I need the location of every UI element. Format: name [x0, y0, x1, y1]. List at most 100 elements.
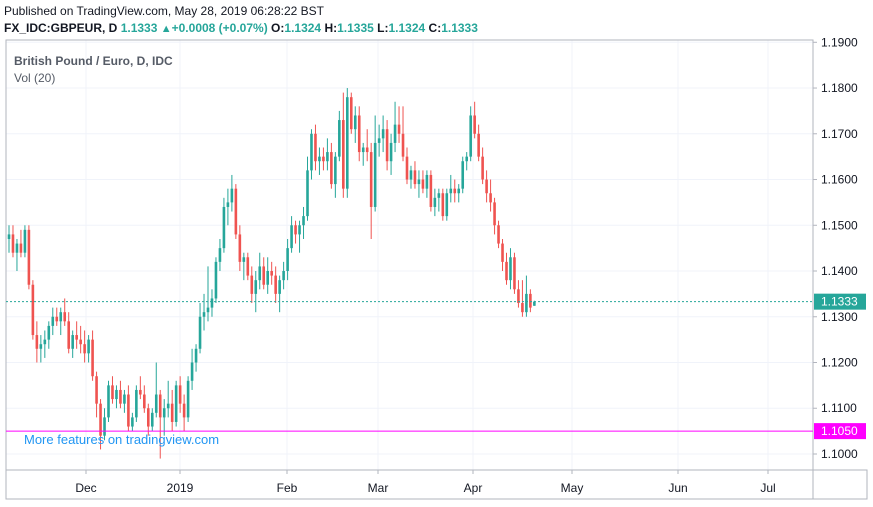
candle-body: [143, 394, 146, 409]
candle-down: [99, 399, 102, 450]
candle-up: [214, 257, 218, 304]
candle-up: [123, 389, 126, 413]
candle-body: [322, 156, 325, 162]
candle-down: [246, 252, 250, 281]
candle-down: [31, 280, 35, 340]
candle-up: [87, 335, 90, 363]
time-tick-label: Jun: [668, 481, 687, 495]
candle-up: [51, 307, 55, 336]
candle-up: [373, 115, 377, 212]
candle-up: [282, 261, 285, 290]
candle-body: [469, 115, 472, 157]
candle-body: [147, 408, 150, 427]
candle-down: [119, 380, 122, 409]
candle-down: [83, 330, 86, 363]
candle-body: [353, 115, 357, 130]
candle-body: [357, 115, 361, 153]
candle-up: [150, 408, 154, 432]
time-tick-label: 2019: [167, 481, 194, 495]
candle-body: [150, 412, 154, 427]
candle-down: [473, 101, 476, 139]
candle-up: [190, 348, 194, 390]
low-label: L:: [377, 21, 389, 35]
candle-body: [437, 193, 441, 198]
price-axis[interactable]: 1.1900 1.1800 1.1700 1.1600 1.1500 1.1400 1.13…: [813, 35, 858, 461]
candle-up: [437, 188, 441, 212]
low-value: 1.1324: [388, 21, 426, 35]
candle-up: [469, 106, 472, 162]
candle-up: [198, 303, 202, 354]
candle-body: [190, 362, 194, 381]
high-value: 1.1335: [337, 21, 374, 35]
current-price-badge: [814, 293, 866, 310]
candle-body: [135, 389, 138, 418]
candle-up: [302, 206, 305, 239]
candle-down: [262, 257, 266, 290]
candle-body: [67, 321, 70, 349]
candle-down: [158, 389, 162, 459]
candle-down: [314, 124, 317, 171]
time-axis[interactable]: Dec 2019 Feb Mar Apr May Jun Jul: [75, 470, 776, 495]
candle-down: [357, 106, 361, 162]
candle-body: [361, 147, 365, 153]
candle-down: [477, 124, 480, 162]
watermark-link[interactable]: More features on tradingview.com: [24, 432, 219, 447]
price-tick-label: 1.1700: [821, 127, 858, 141]
candle-down: [322, 147, 325, 171]
candle-body: [401, 133, 405, 157]
candle-body: [63, 312, 67, 322]
candle-up: [461, 156, 465, 194]
candle-down: [250, 266, 254, 304]
candle-up: [338, 110, 341, 162]
candle-up: [393, 101, 397, 153]
candle-up: [425, 170, 429, 198]
candle-up: [449, 174, 453, 203]
candle-body: [23, 229, 27, 253]
candle-down: [385, 120, 389, 171]
candle-up: [226, 188, 230, 226]
candle-down: [27, 225, 31, 290]
candle-up: [334, 152, 337, 198]
candle-down: [517, 280, 520, 308]
candle-body: [314, 133, 317, 162]
grid-lines: [6, 40, 813, 470]
open-value: 1.1324: [284, 21, 322, 35]
candle-body: [246, 257, 250, 276]
candle-up: [115, 385, 118, 409]
candle-body: [318, 156, 321, 162]
candle-body: [214, 261, 218, 299]
time-tick-label: Dec: [75, 481, 96, 495]
candle-body: [310, 133, 313, 171]
candle-body: [461, 161, 465, 189]
candle-up: [278, 275, 281, 313]
candle-body: [481, 156, 484, 180]
candle-down: [481, 147, 484, 185]
candle-body: [107, 385, 110, 418]
candle-body: [521, 303, 524, 313]
candle-body: [513, 257, 516, 290]
candle-up: [417, 170, 421, 198]
support-price-badge: [814, 423, 866, 440]
price-tick-label: 1.1800: [821, 81, 858, 95]
candle-body: [266, 271, 269, 285]
candle-body: [286, 248, 289, 272]
ohlc-legend: FX_IDC:GBPEUR, D 1.1333 ▲+0.0008 (+0.07%…: [4, 21, 478, 35]
candle-body: [509, 257, 512, 281]
candle-up: [377, 124, 381, 157]
candle-body: [477, 133, 480, 157]
candle-body: [202, 312, 206, 317]
candle-body: [389, 142, 393, 162]
candle-body: [282, 271, 285, 281]
candle-up: [107, 380, 110, 422]
candle-body: [405, 156, 409, 180]
candle-body: [533, 301, 536, 306]
candle-body: [393, 124, 397, 143]
time-tick-label: Feb: [277, 481, 298, 495]
candle-up: [218, 238, 222, 272]
axis-corner: [812, 469, 868, 500]
candle-body: [501, 243, 504, 262]
candle-down: [489, 179, 492, 212]
candle-body: [262, 266, 266, 285]
candle-up: [222, 197, 226, 253]
